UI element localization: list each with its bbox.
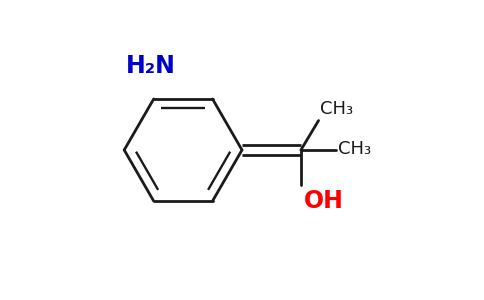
Text: OH: OH — [304, 189, 344, 213]
Text: CH₃: CH₃ — [320, 100, 353, 118]
Text: H₂N: H₂N — [126, 54, 176, 78]
Text: CH₃: CH₃ — [338, 140, 371, 158]
